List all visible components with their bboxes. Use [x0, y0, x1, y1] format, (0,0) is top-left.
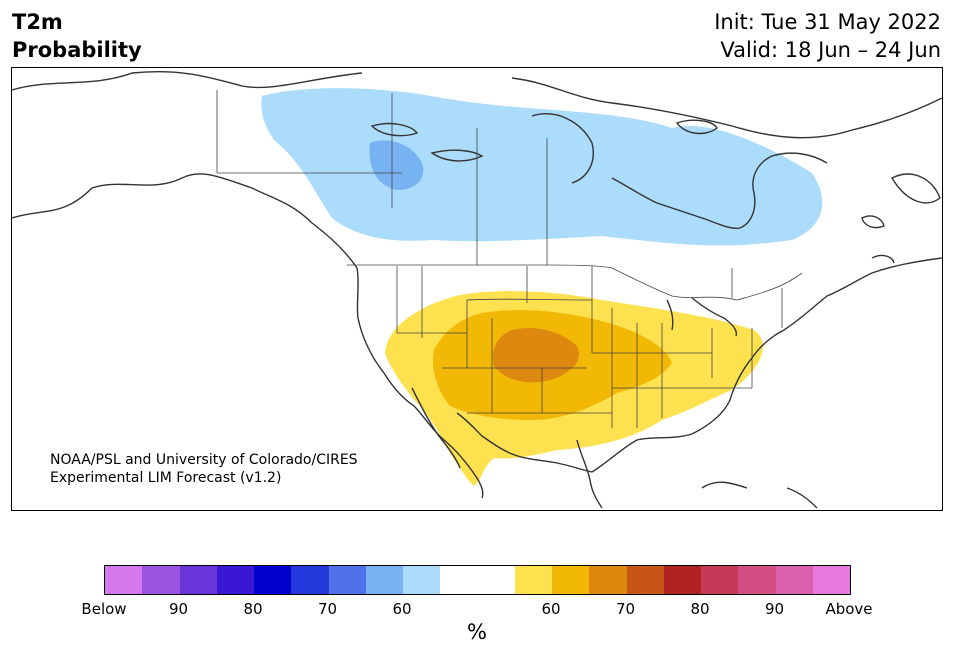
colorbar-cell-0: [105, 566, 143, 594]
above-80-region: [492, 327, 579, 383]
colorbar-cell-2: [179, 566, 217, 594]
colorbar-cell-12: [552, 566, 590, 594]
colorbar-tick-8: 90: [764, 600, 785, 618]
title-line-2: Probability: [12, 38, 142, 62]
political-borders: [216, 90, 803, 428]
title-line-1: T2m: [12, 10, 63, 34]
colorbar-cell-14: [626, 566, 664, 594]
colorbar-tick-1: 90: [168, 600, 189, 618]
colorbar-cell-7: [365, 566, 403, 594]
valid-date: Valid: 18 Jun – 24 Jun: [720, 38, 941, 62]
date-info: Init: Tue 31 May 2022 Valid: 18 Jun – 24…: [714, 8, 941, 64]
colorbar-cell-9: [440, 566, 478, 594]
colorbar-cell-16: [701, 566, 739, 594]
colorbar-cell-19: [812, 566, 850, 594]
colorbar-tick-9: Above: [825, 600, 873, 618]
init-date: Init: Tue 31 May 2022: [714, 10, 941, 34]
colorbar-tick-5: 60: [541, 600, 561, 618]
colorbar-cell-1: [142, 566, 180, 594]
map-panel: NOAA/PSL and University of Colorado/CIRE…: [11, 67, 943, 511]
colorbar: [104, 565, 851, 595]
colorbar-tick-3: 70: [317, 600, 338, 618]
map-title: T2m Probability: [12, 8, 142, 64]
colorbar-tick-4: 60: [392, 600, 412, 618]
colorbar-cell-4: [254, 566, 292, 594]
colorbar-cell-8: [403, 566, 441, 594]
coastlines: [12, 70, 942, 509]
colorbar-cell-10: [477, 566, 515, 594]
colorbar-cell-17: [738, 566, 776, 594]
colorbar-cell-11: [514, 566, 552, 594]
colorbar-cell-15: [663, 566, 701, 594]
colorbar-cell-3: [216, 566, 254, 594]
colorbar-tick-0: Below: [81, 600, 127, 618]
colorbar-tick-7: 80: [690, 600, 710, 618]
colorbar-cell-5: [291, 566, 329, 594]
forecast-map: [12, 70, 942, 509]
colorbar-tick-2: 80: [243, 600, 263, 618]
colorbar-unit: %: [467, 620, 487, 644]
colorbar-cell-13: [589, 566, 627, 594]
colorbar-cell-6: [328, 566, 366, 594]
credit-line-1: NOAA/PSL and University of Colorado/CIRE…: [50, 452, 358, 468]
below-70-region: [369, 140, 424, 190]
credit-text: NOAA/PSL and University of Colorado/CIRE…: [50, 451, 358, 487]
colorbar-cell-18: [775, 566, 813, 594]
credit-line-2: Experimental LIM Forecast (v1.2): [50, 470, 282, 486]
below-60-region: [261, 88, 823, 246]
colorbar-tick-6: 70: [615, 600, 636, 618]
